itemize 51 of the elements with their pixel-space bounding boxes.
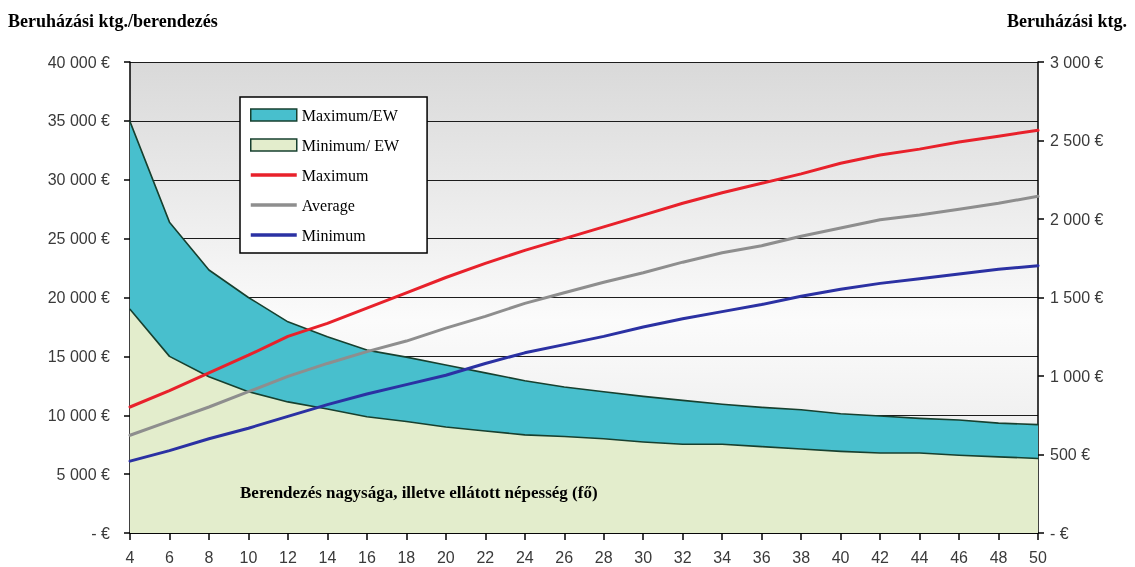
line-series: [128, 264, 1040, 463]
x-tick-label: 50: [1029, 548, 1047, 566]
x-tick-label: 6: [165, 548, 175, 566]
y-tick-label: 35 000 €: [47, 112, 111, 130]
x-tick-label: 36: [752, 548, 771, 566]
legend-label: Maximum/EW: [301, 106, 399, 124]
y2-tick-label: 2 000 €: [1050, 210, 1104, 228]
x-tick-label: 24: [515, 548, 534, 566]
x-tick-label: 30: [634, 548, 653, 566]
y-tick-label: 25 000 €: [47, 230, 111, 248]
legend-label: Maximum: [301, 166, 369, 184]
y2-tick-label: - €: [1050, 524, 1069, 542]
x-tick-label: 40: [831, 548, 850, 566]
y-tick-label: 5 000 €: [56, 465, 111, 483]
x-tick-label: 28: [594, 548, 613, 566]
x-tick-label: 34: [713, 548, 732, 566]
y2-tick-label: 500 €: [1050, 446, 1091, 463]
x-tick-label: 10: [239, 548, 258, 566]
x-tick-label: 32: [673, 548, 692, 566]
y2-tick-label: 1 500 €: [1050, 289, 1104, 306]
legend-label: Average: [301, 196, 355, 215]
y-tick-label: - €: [91, 524, 111, 542]
x-tick-label: 4: [125, 548, 135, 566]
y-tick-label: 10 000 €: [47, 406, 111, 424]
x-tick-label: 20: [436, 548, 455, 566]
line-series: [128, 128, 1040, 409]
x-tick-label: 38: [792, 548, 811, 566]
y2-tick-label: 2 500 €: [1050, 132, 1104, 149]
x-tick-label: 48: [989, 548, 1008, 566]
legend-label: Minimum/ EW: [301, 136, 400, 154]
x-tick-label: 16: [357, 548, 376, 566]
line-series: [128, 194, 1040, 437]
x-tick-label: 44: [910, 548, 929, 566]
y2-tick-label: 3 000 €: [1050, 53, 1104, 71]
x-tick-label: 8: [204, 548, 214, 566]
y-tick-label: 30 000 €: [47, 171, 111, 189]
y-axis-title: Beruházási ktg./berendezés: [8, 11, 218, 31]
x-tick-label: 14: [318, 548, 337, 566]
legend-label: Minimum: [301, 226, 367, 244]
y-tick-label: 20 000 €: [47, 289, 111, 306]
x-tick-label: 26: [555, 548, 574, 566]
x-tick-label: 22: [476, 548, 495, 566]
y2-tick-label: 1 000 €: [1050, 367, 1104, 385]
y-tick-label: 15 000 €: [47, 347, 111, 365]
x-tick-label: 42: [871, 548, 890, 566]
x-tick-label: 46: [950, 548, 969, 566]
y2-axis-title: Beruházási ktg.: [1006, 11, 1128, 31]
x-tick-label: 12: [279, 548, 297, 566]
x-axis-title: Berendezés nagysága, illetve ellátott népesség (fő): [240, 483, 598, 502]
x-tick-label: 18: [397, 548, 416, 566]
y-tick-label: 40 000 €: [47, 53, 111, 71]
